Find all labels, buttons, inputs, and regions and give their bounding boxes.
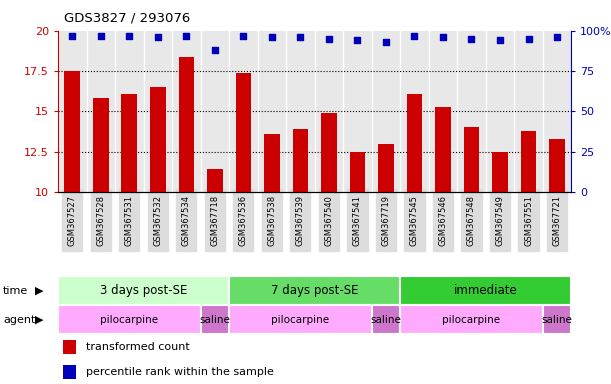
- Bar: [178, 56, 194, 192]
- Text: ▶: ▶: [35, 286, 44, 296]
- Point: [467, 36, 477, 42]
- Point: [267, 34, 277, 40]
- Point: [153, 34, 163, 40]
- Point: [181, 33, 191, 39]
- Point: [67, 33, 77, 39]
- Bar: [400, 305, 543, 334]
- Point: [552, 34, 562, 40]
- Bar: [58, 305, 200, 334]
- Text: transformed count: transformed count: [86, 342, 190, 352]
- Bar: [236, 73, 251, 192]
- Point: [324, 36, 334, 42]
- Point: [353, 37, 362, 43]
- Bar: [293, 129, 309, 192]
- Bar: [229, 305, 371, 334]
- Text: 7 days post-SE: 7 days post-SE: [271, 285, 359, 297]
- Text: pilocarpine: pilocarpine: [442, 314, 500, 325]
- Text: percentile rank within the sample: percentile rank within the sample: [86, 367, 274, 377]
- Point: [238, 33, 248, 39]
- Text: 3 days post-SE: 3 days post-SE: [100, 285, 188, 297]
- Bar: [63, 365, 76, 379]
- Text: immediate: immediate: [454, 285, 518, 297]
- Bar: [63, 340, 76, 354]
- Bar: [549, 139, 565, 192]
- Point: [495, 37, 505, 43]
- Bar: [150, 87, 166, 192]
- Bar: [543, 305, 571, 334]
- Bar: [200, 305, 229, 334]
- Bar: [122, 94, 137, 192]
- Bar: [407, 94, 422, 192]
- Point: [125, 33, 134, 39]
- Bar: [492, 152, 508, 192]
- Bar: [435, 106, 451, 192]
- Point: [524, 36, 533, 42]
- Text: saline: saline: [199, 314, 230, 325]
- Point: [96, 33, 106, 39]
- Bar: [521, 131, 536, 192]
- Bar: [207, 169, 223, 192]
- Point: [381, 39, 391, 45]
- Point: [296, 34, 306, 40]
- Text: ▶: ▶: [35, 314, 44, 325]
- Bar: [264, 134, 280, 192]
- Text: saline: saline: [370, 314, 401, 325]
- Bar: [464, 127, 480, 192]
- Bar: [371, 305, 400, 334]
- Bar: [65, 71, 80, 192]
- Text: GDS3827 / 293076: GDS3827 / 293076: [64, 12, 191, 25]
- Bar: [378, 144, 394, 192]
- Bar: [400, 276, 571, 305]
- Bar: [58, 276, 229, 305]
- Bar: [349, 152, 365, 192]
- Bar: [93, 98, 109, 192]
- Text: pilocarpine: pilocarpine: [100, 314, 158, 325]
- Text: time: time: [3, 286, 28, 296]
- Point: [438, 34, 448, 40]
- Bar: [321, 113, 337, 192]
- Text: agent: agent: [3, 314, 35, 325]
- Point: [409, 33, 419, 39]
- Point: [210, 47, 220, 53]
- Bar: [229, 276, 400, 305]
- Text: saline: saline: [541, 314, 573, 325]
- Text: pilocarpine: pilocarpine: [271, 314, 329, 325]
